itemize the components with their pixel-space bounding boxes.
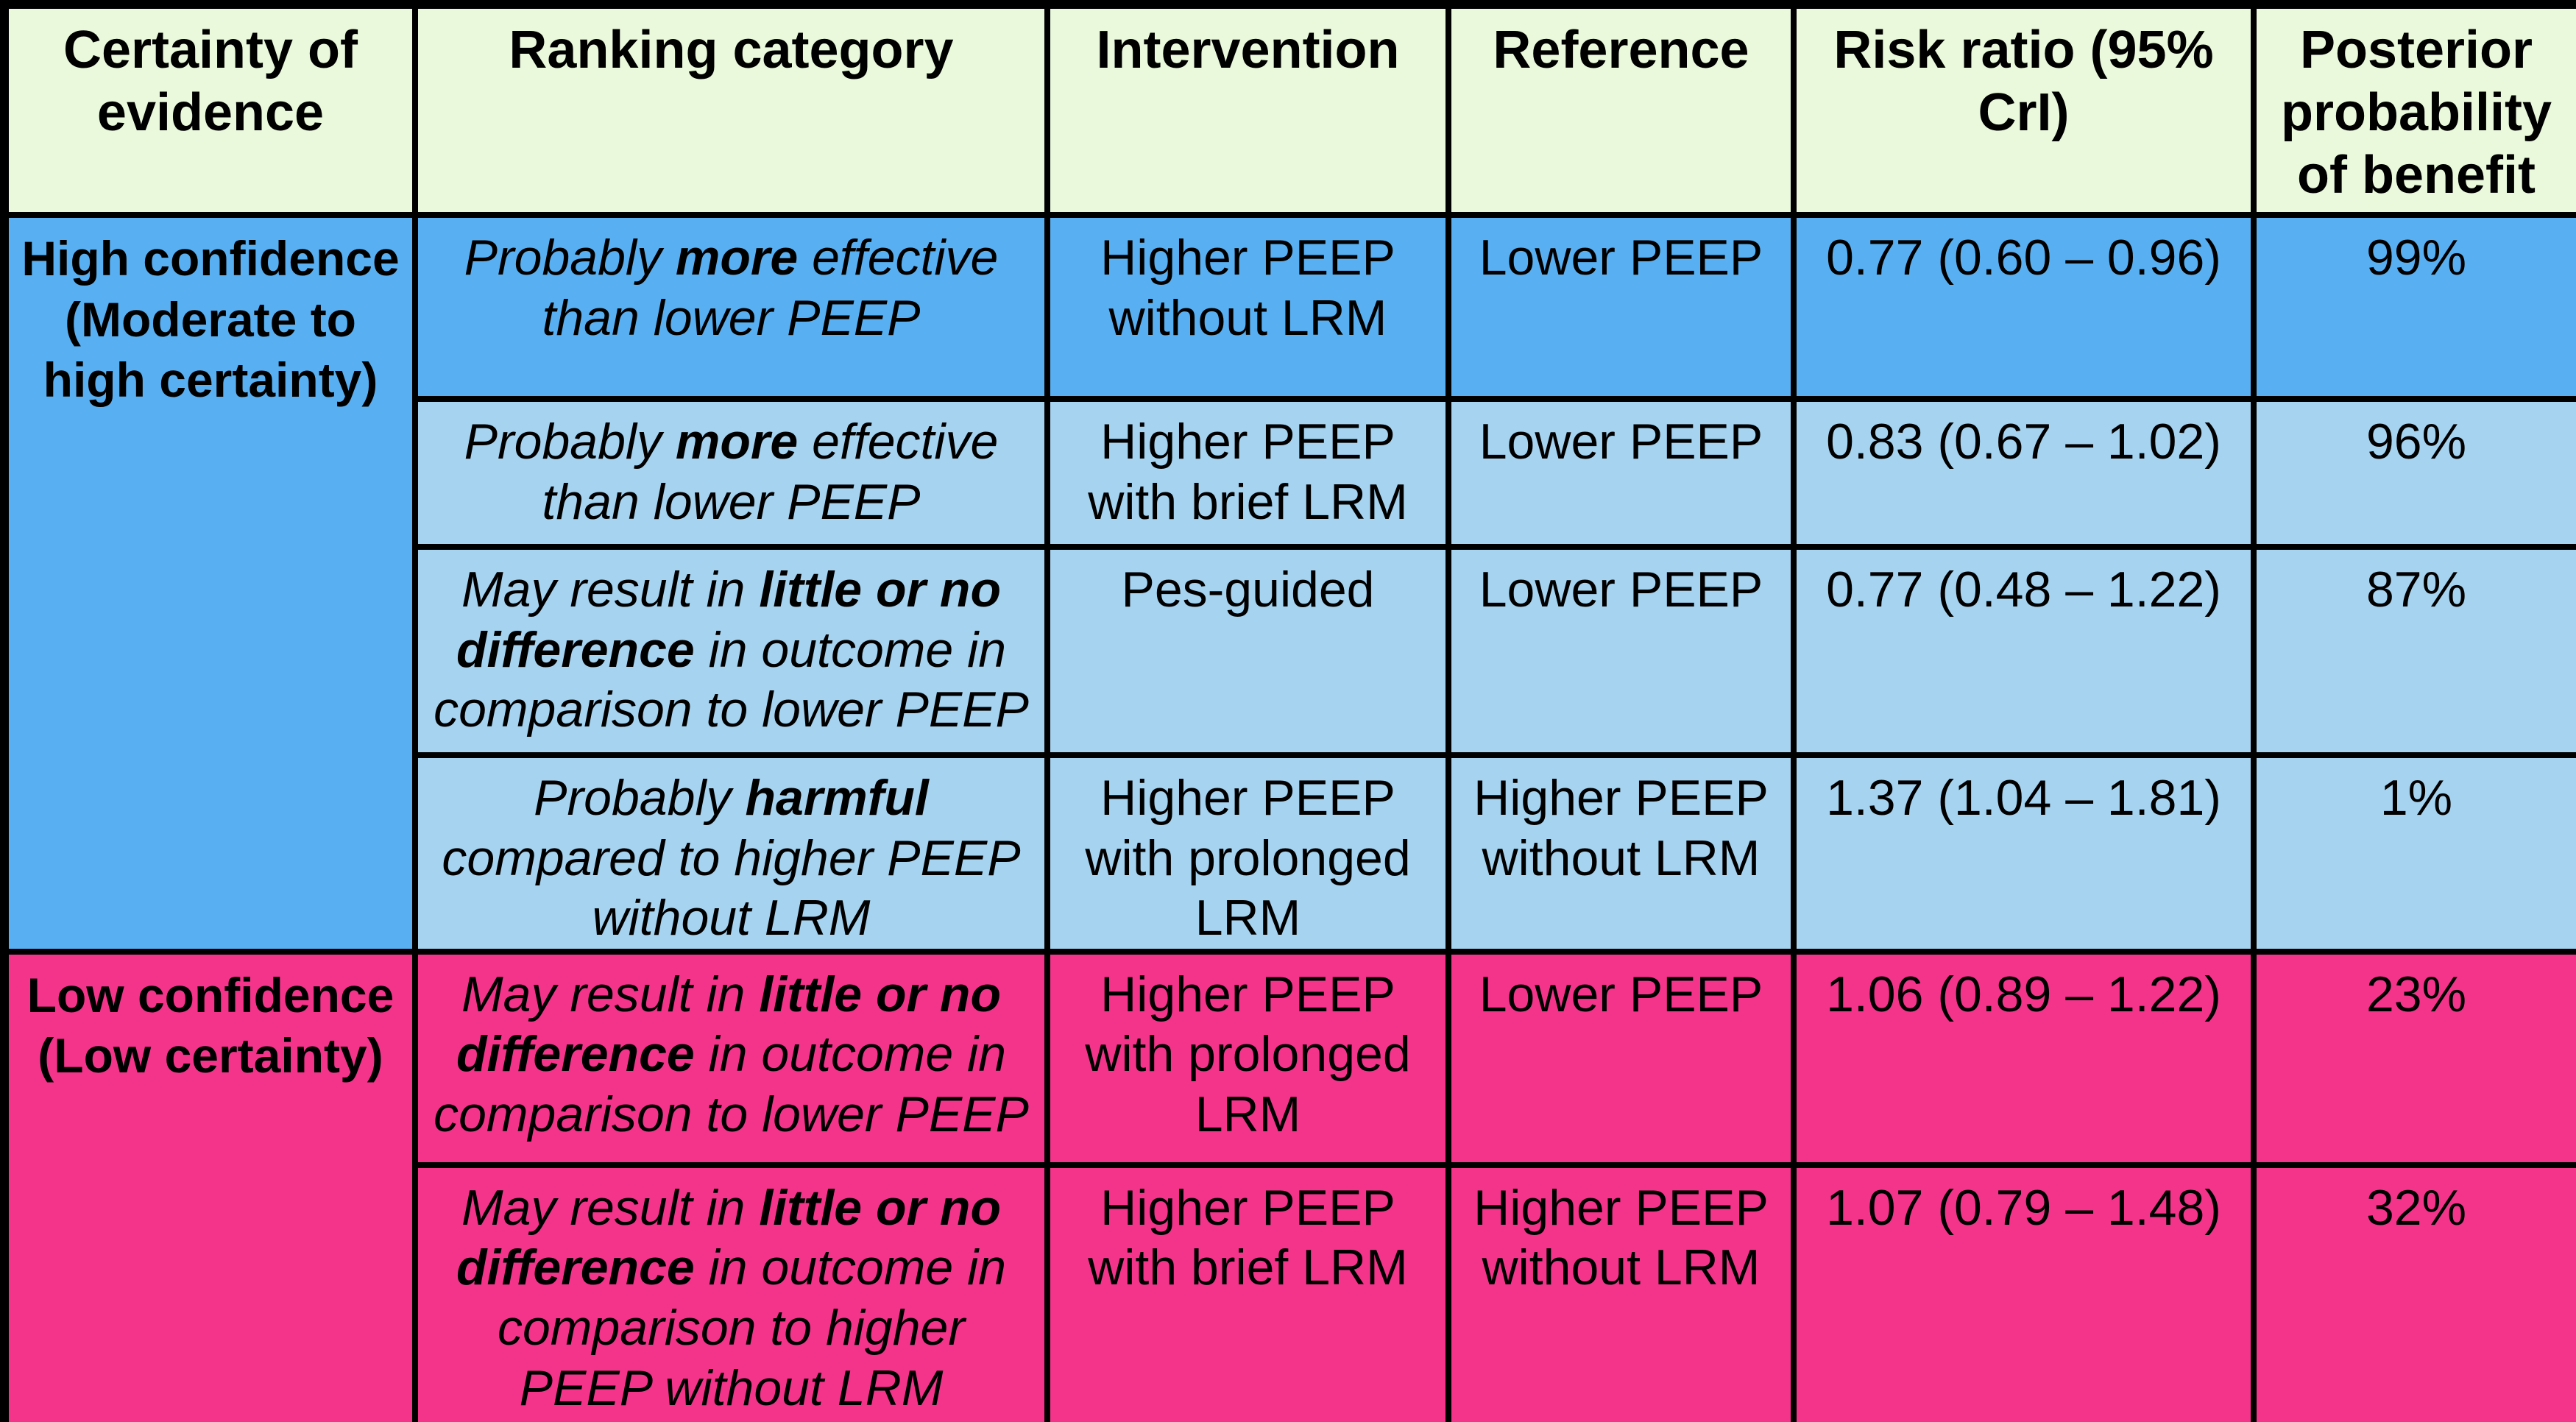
ranking-text-bold: little or no difference (456, 562, 1001, 678)
cell-ranking: Probably more effective than lower PEEP (412, 212, 1050, 402)
ranking-text: Probably (464, 414, 676, 470)
header-cell-certainty: Certainty of evidence (1, 1, 418, 218)
table-row: May result in little or no difference in… (4, 544, 2576, 758)
cell-intervention: Higher PEEP with brief LRM (1044, 396, 1451, 550)
cell-intervention: Higher PEEP with brief LRM (1044, 1161, 1451, 1422)
ranking-text-bold: little or no difference (456, 1179, 1001, 1296)
ranking-text: Probably (534, 770, 746, 826)
cell-posterior: 32% (2251, 1161, 2576, 1422)
ranking-text-bold: more (675, 230, 799, 286)
ranking-text: in outcome in comparison to higher PEEP … (497, 1239, 1007, 1416)
cell-risk-ratio: 1.06 (0.89 – 1.22) (1791, 948, 2257, 1168)
cell-ranking: May result in little or no difference in… (412, 948, 1050, 1168)
cell-risk-ratio: 0.77 (0.60 – 0.96) (1791, 212, 2257, 402)
cell-intervention: Higher PEEP with prolonged LRM (1044, 752, 1451, 955)
table-row: Probably harmful compared to higher PEEP… (4, 752, 2576, 955)
cell-ranking: Probably more effective than lower PEEP (412, 396, 1050, 550)
ranking-text: Probably (464, 230, 676, 286)
cell-posterior: 87% (2251, 544, 2576, 758)
cell-posterior: 23% (2251, 948, 2576, 1168)
cell-posterior: 96% (2251, 396, 2576, 550)
cell-reference: Higher PEEP without LRM (1446, 1161, 1797, 1422)
header-cell-posterior: Posterior probability of benefit (2251, 1, 2576, 218)
cell-reference: Lower PEEP (1446, 396, 1797, 550)
cell-reference: Lower PEEP (1446, 212, 1797, 402)
ranking-text: effective than lower PEEP (542, 414, 999, 530)
table-row: May result in little or no difference in… (4, 1161, 2576, 1422)
cell-ranking: Probably harmful compared to higher PEEP… (412, 752, 1050, 955)
header-row: Certainty of evidence Ranking category I… (1, 1, 2576, 218)
cell-intervention: Pes-guided (1044, 544, 1451, 758)
ranking-text: May result in (461, 562, 760, 618)
cell-risk-ratio: 1.07 (0.79 – 1.48) (1791, 1161, 2257, 1422)
ranking-text: in outcome in comparison to lower PEEP (434, 1026, 1029, 1142)
header-cell-risk-ratio: Risk ratio (95% CrI) (1791, 1, 2257, 218)
ranking-text: May result in (461, 1179, 760, 1236)
cell-ranking: May result in little or no difference in… (412, 544, 1050, 758)
table-row: Probably more effective than lower PEEP … (4, 396, 2576, 550)
header-cell-intervention: Intervention (1044, 1, 1451, 218)
table-row: High confidence (Moderate to high certai… (1, 212, 2576, 955)
header-cell-reference: Reference (1446, 1, 1797, 218)
cell-intervention: Higher PEEP with prolonged LRM (1044, 948, 1451, 1168)
cell-reference: Lower PEEP (1446, 544, 1797, 758)
ranking-text-bold: little or no difference (456, 966, 1001, 1083)
ranking-text: May result in (461, 966, 760, 1022)
cell-posterior: 99% (2251, 212, 2576, 402)
ranking-text: in outcome in comparison to lower PEEP (434, 621, 1029, 738)
cell-risk-ratio: 0.83 (0.67 – 1.02) (1791, 396, 2257, 550)
header-cell-ranking: Ranking category (412, 1, 1050, 218)
group-cell-low-confidence: Low confidence (Low certainty) (1, 948, 418, 1422)
cell-reference: Lower PEEP (1446, 948, 1797, 1168)
cell-ranking: May result in little or no difference in… (412, 1161, 1050, 1422)
ranking-text: effective than lower PEEP (542, 230, 999, 346)
table-row: Low confidence (Low certainty) May resul… (1, 948, 2576, 1422)
ranking-text: compared to higher PEEP without LRM (442, 830, 1021, 947)
ranking-text-bold: harmful (745, 770, 929, 826)
group-cell-high-confidence: High confidence (Moderate to high certai… (1, 212, 418, 955)
ranking-text-bold: more (675, 414, 799, 470)
cell-risk-ratio: 0.77 (0.48 – 1.22) (1791, 544, 2257, 758)
cell-risk-ratio: 1.37 (1.04 – 1.81) (1791, 752, 2257, 955)
cell-reference: Higher PEEP without LRM (1446, 752, 1797, 955)
cell-intervention: Higher PEEP without LRM (1044, 212, 1451, 402)
cell-posterior: 1% (2251, 752, 2576, 955)
